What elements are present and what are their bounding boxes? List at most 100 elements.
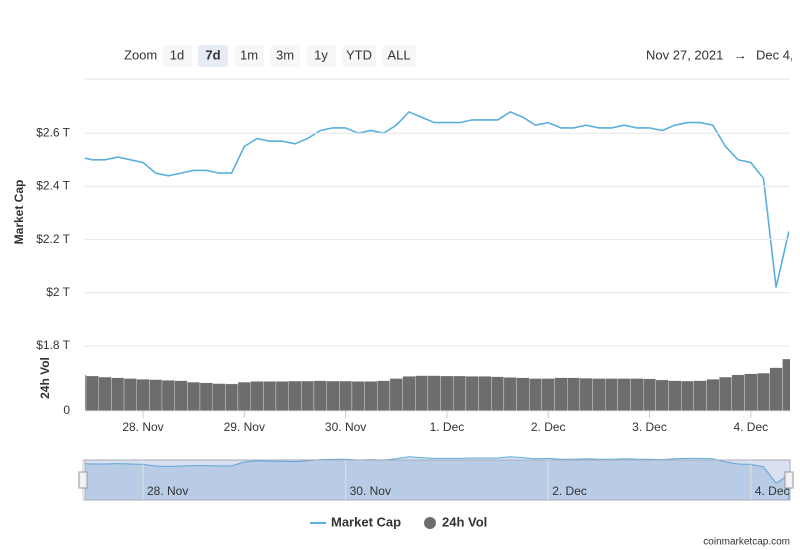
- bar: [554, 377, 568, 412]
- zoom-label: Zoom: [124, 47, 157, 62]
- bar: [301, 380, 315, 412]
- y-axis-label: Market Cap: [12, 180, 26, 245]
- navigator-label: 2. Dec: [552, 484, 587, 498]
- zoom-button-label[interactable]: ALL: [387, 47, 410, 62]
- navigator-handle[interactable]: [78, 471, 88, 489]
- y2-tick-label: 0: [63, 403, 70, 417]
- legend-label[interactable]: 24h Vol: [442, 514, 487, 529]
- bar: [250, 381, 264, 412]
- bar: [85, 375, 99, 412]
- zoom-button-label[interactable]: YTD: [346, 47, 372, 62]
- legend-label[interactable]: Market Cap: [331, 514, 401, 529]
- bar: [174, 380, 188, 412]
- bar: [465, 376, 479, 412]
- date-arrow: →: [734, 47, 747, 62]
- zoom-button-label[interactable]: 7d: [205, 47, 220, 62]
- bar: [541, 378, 555, 412]
- navigator-label: 4. Dec: [755, 484, 790, 498]
- bar: [415, 375, 429, 412]
- bar: [782, 358, 790, 412]
- y-tick-label: $2.2 T: [36, 232, 70, 246]
- bar: [377, 380, 391, 412]
- zoom-button[interactable]: [270, 45, 300, 67]
- bar: [427, 375, 441, 412]
- bar: [719, 376, 732, 412]
- zoom-button[interactable]: [342, 45, 376, 67]
- x-tick-label: 1. Dec: [430, 420, 465, 434]
- bar: [136, 379, 150, 412]
- navigator-label: 28. Nov: [147, 484, 188, 498]
- zoom-button[interactable]: [162, 45, 192, 67]
- zoom-button-label[interactable]: 1d: [170, 47, 184, 62]
- bar: [364, 381, 378, 412]
- legend-dot: [424, 517, 436, 529]
- bar: [617, 378, 631, 412]
- bar: [326, 380, 340, 412]
- x-tick-label: 3. Dec: [632, 420, 667, 434]
- bar: [275, 381, 289, 412]
- bar: [643, 378, 656, 412]
- ui: Zoom 1d 7d 1m 3m 1y YTD ALL Nov 27, 2021 → Dec 4, …: [12, 40, 800, 548]
- bar: [237, 381, 251, 412]
- bar: [681, 380, 694, 412]
- bar: [769, 367, 783, 412]
- bar: [491, 376, 505, 412]
- bar: [453, 375, 467, 412]
- y2-axis-label: 24h Vol: [38, 357, 52, 399]
- x-tick-label: 29. Nov: [224, 420, 265, 434]
- bar: [339, 380, 353, 412]
- navigator-handle[interactable]: [784, 471, 794, 489]
- bar: [98, 376, 112, 412]
- x-tick-label: 2. Dec: [531, 420, 566, 434]
- bar: [756, 372, 770, 412]
- bar: [706, 379, 720, 412]
- y-tick-label: $2.6 T: [36, 125, 70, 139]
- bar: [655, 379, 669, 412]
- navigator-area: [85, 456, 790, 501]
- mask: [792, 40, 800, 70]
- bar: [313, 380, 327, 412]
- watermark: coinmarketcap.com: [703, 537, 790, 548]
- bar: [592, 378, 606, 412]
- bar: [440, 375, 454, 412]
- bar: [579, 377, 593, 412]
- bar: [263, 381, 277, 412]
- bar: [478, 376, 492, 412]
- bar: [731, 374, 745, 412]
- x-tick-label: 30. Nov: [325, 420, 366, 434]
- bar: [161, 380, 175, 412]
- bar: [288, 380, 302, 412]
- zoom-button-label[interactable]: 1m: [240, 47, 258, 62]
- bar: [744, 373, 758, 412]
- bar: [389, 378, 403, 412]
- bar: [212, 383, 226, 412]
- bar: [199, 382, 213, 412]
- x-tick-label: 4. Dec: [733, 420, 768, 434]
- x-tick-label: 28. Nov: [122, 420, 163, 434]
- navigator-window[interactable]: [84, 459, 791, 501]
- zoom-button-label[interactable]: 1y: [314, 47, 328, 62]
- bar: [111, 377, 125, 412]
- bar: [605, 378, 619, 412]
- bar: [630, 378, 644, 412]
- bar: [693, 380, 707, 412]
- bar: [668, 380, 682, 412]
- bar: [351, 381, 365, 412]
- bar: [85, 374, 87, 412]
- bar: [123, 378, 137, 412]
- bar: [567, 377, 581, 412]
- zoom-button[interactable]: [234, 45, 264, 67]
- date-from: Nov 27, 2021: [646, 47, 723, 62]
- bar: [503, 377, 517, 412]
- bar: [187, 381, 201, 412]
- zoom-button[interactable]: [382, 45, 416, 67]
- y-tick-label: $2.4 T: [36, 179, 70, 193]
- bar: [225, 383, 239, 412]
- plot-area: [85, 110, 790, 412]
- y2-tick-label: $1.8 T: [36, 338, 70, 352]
- zoom-button[interactable]: [306, 45, 336, 67]
- zoom-button[interactable]: [198, 45, 228, 67]
- zoom-button-label[interactable]: 3m: [276, 47, 294, 62]
- navigator: [85, 456, 790, 501]
- bar: [149, 379, 163, 412]
